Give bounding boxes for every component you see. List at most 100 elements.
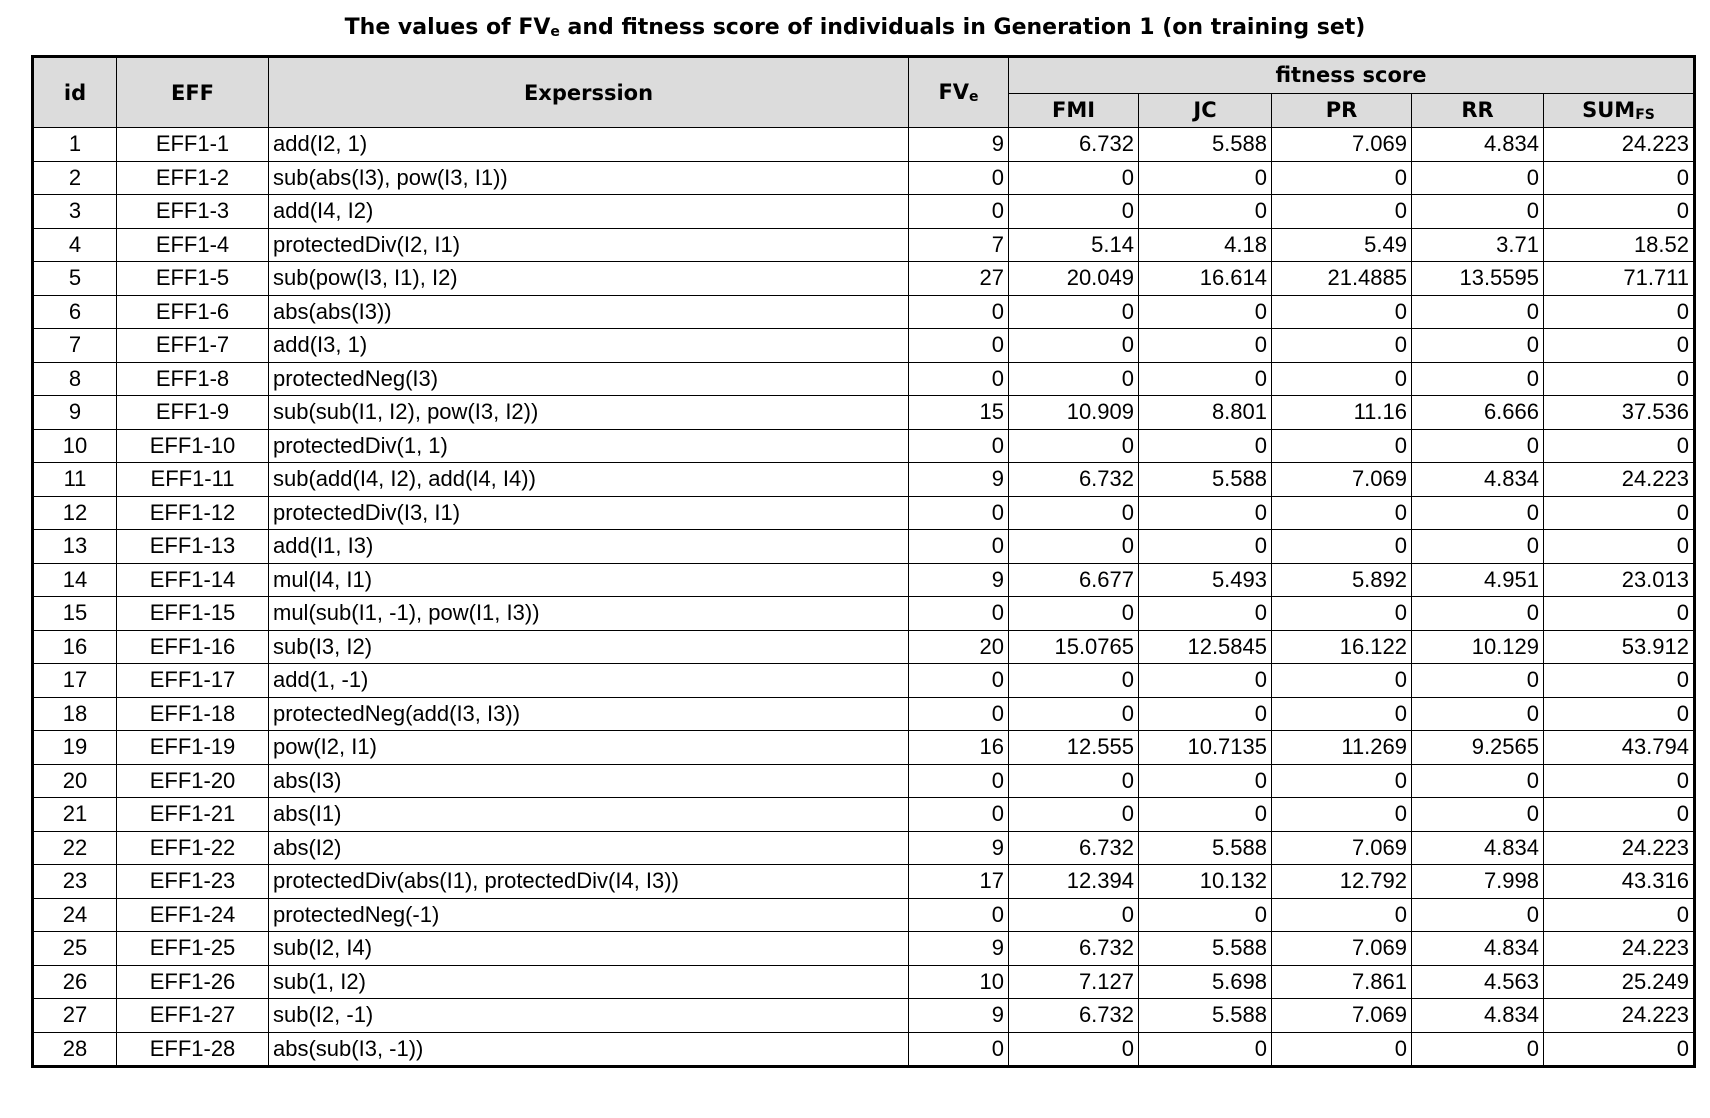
cell-sum-fs: 24.223 <box>1543 462 1695 497</box>
cell-sum-fs: 24.223 <box>1543 830 1695 865</box>
header-fitness-score: fitness score <box>1008 56 1695 94</box>
cell-expression: protectedNeg(-1) <box>268 897 909 932</box>
cell-id: 17 <box>32 663 117 698</box>
cell-fve: 9 <box>908 462 1009 497</box>
cell-fve: 0 <box>908 897 1009 932</box>
cell-rr: 9.2565 <box>1411 730 1544 765</box>
title-main-text: The values of FV <box>344 15 551 40</box>
cell-rr: 10.129 <box>1411 629 1544 664</box>
cell-sum-fs: 0 <box>1543 596 1695 631</box>
cell-expression: add(I4, I2) <box>268 194 909 229</box>
cell-fve: 0 <box>908 663 1009 698</box>
table-row: 19 EFF1-19 pow(I2, I1) 16 12.555 10.7135 11.26… <box>32 730 1695 765</box>
cell-id: 11 <box>32 462 117 497</box>
table-row: 1 EFF1-1 add(I2, 1) 9 6.732 5.588 7.069 4.834 24… <box>32 127 1695 162</box>
cell-jc: 5.588 <box>1138 462 1272 497</box>
table-row: 11 EFF1-11 sub(add(I4, I2), add(I4, I4)) 9 6… <box>32 462 1695 497</box>
cell-rr: 7.998 <box>1411 864 1544 899</box>
cell-jc: 5.588 <box>1138 127 1272 162</box>
cell-eff: EFF1-3 <box>116 194 269 229</box>
cell-id: 10 <box>32 428 117 463</box>
cell-jc: 10.7135 <box>1138 730 1272 765</box>
table-row: 18 EFF1-18 protectedNeg(add(I3, I3)) 0 0 0 0 0 0 <box>32 696 1695 731</box>
cell-id: 6 <box>32 294 117 329</box>
cell-expression: mul(sub(I1, -1), pow(I1, I3)) <box>268 596 909 631</box>
cell-rr: 0 <box>1411 797 1544 832</box>
table-row: 27 EFF1-27 sub(I2, -1) 9 6.732 5.588 7.069 4.83… <box>32 998 1695 1033</box>
cell-pr: 0 <box>1271 328 1412 363</box>
cell-eff: EFF1-8 <box>116 361 269 396</box>
cell-rr: 4.834 <box>1411 830 1544 865</box>
cell-expression: sub(I2, I4) <box>268 931 909 966</box>
header-fmi: FMI <box>1008 92 1139 128</box>
cell-fmi: 0 <box>1008 428 1139 463</box>
cell-id: 26 <box>32 964 117 999</box>
cell-id: 20 <box>32 763 117 798</box>
cell-jc: 10.132 <box>1138 864 1272 899</box>
cell-expression: add(I2, 1) <box>268 127 909 162</box>
cell-jc: 0 <box>1138 897 1272 932</box>
cell-jc: 0 <box>1138 663 1272 698</box>
cell-fve: 0 <box>908 194 1009 229</box>
cell-expression: sub(I2, -1) <box>268 998 909 1033</box>
cell-fmi: 0 <box>1008 696 1139 731</box>
header-rr: RR <box>1411 92 1544 128</box>
cell-rr: 0 <box>1411 328 1544 363</box>
cell-id: 7 <box>32 328 117 363</box>
cell-sum-fs: 0 <box>1543 194 1695 229</box>
cell-eff: EFF1-1 <box>116 127 269 162</box>
cell-sum-fs: 25.249 <box>1543 964 1695 999</box>
cell-expression: sub(1, I2) <box>268 964 909 999</box>
header-sum-fs: SUMFS <box>1543 92 1695 128</box>
cell-eff: EFF1-21 <box>116 797 269 832</box>
cell-fve: 0 <box>908 797 1009 832</box>
cell-pr: 7.069 <box>1271 127 1412 162</box>
cell-fmi: 6.732 <box>1008 830 1139 865</box>
cell-pr: 0 <box>1271 495 1412 530</box>
table-row: 6 EFF1-6 abs(abs(I3)) 0 0 0 0 0 0 <box>32 294 1695 329</box>
cell-expression: sub(I3, I2) <box>268 629 909 664</box>
cell-jc: 0 <box>1138 428 1272 463</box>
cell-eff: EFF1-20 <box>116 763 269 798</box>
cell-expression: pow(I2, I1) <box>268 730 909 765</box>
cell-sum-fs: 0 <box>1543 495 1695 530</box>
cell-fmi: 0 <box>1008 897 1139 932</box>
cell-fmi: 20.049 <box>1008 261 1139 296</box>
cell-eff: EFF1-2 <box>116 160 269 195</box>
table-row: 26 EFF1-26 sub(1, I2) 10 7.127 5.698 7.861 4.56… <box>32 964 1695 999</box>
cell-sum-fs: 0 <box>1543 763 1695 798</box>
cell-jc: 0 <box>1138 797 1272 832</box>
cell-expression: sub(pow(I3, I1), I2) <box>268 261 909 296</box>
cell-jc: 16.614 <box>1138 261 1272 296</box>
cell-expression: protectedDiv(I3, I1) <box>268 495 909 530</box>
cell-expression: add(I3, 1) <box>268 328 909 363</box>
cell-rr: 0 <box>1411 194 1544 229</box>
cell-id: 27 <box>32 998 117 1033</box>
cell-eff: EFF1-23 <box>116 864 269 899</box>
cell-sum-fs: 0 <box>1543 897 1695 932</box>
cell-eff: EFF1-5 <box>116 261 269 296</box>
cell-jc: 0 <box>1138 495 1272 530</box>
cell-sum-fs: 18.52 <box>1543 227 1695 262</box>
header-fve-text: FV <box>938 80 970 104</box>
cell-expression: abs(I1) <box>268 797 909 832</box>
cell-jc: 0 <box>1138 596 1272 631</box>
cell-pr: 5.892 <box>1271 562 1412 597</box>
cell-rr: 0 <box>1411 763 1544 798</box>
cell-fve: 27 <box>908 261 1009 296</box>
cell-fve: 0 <box>908 294 1009 329</box>
table-row: 3 EFF1-3 add(I4, I2) 0 0 0 0 0 0 <box>32 194 1695 229</box>
cell-pr: 7.069 <box>1271 998 1412 1033</box>
header-id: id <box>32 56 117 128</box>
cell-expression: abs(I3) <box>268 763 909 798</box>
cell-fve: 17 <box>908 864 1009 899</box>
cell-eff: EFF1-14 <box>116 562 269 597</box>
cell-id: 12 <box>32 495 117 530</box>
cell-fve: 0 <box>908 495 1009 530</box>
cell-id: 8 <box>32 361 117 396</box>
cell-fve: 0 <box>908 763 1009 798</box>
cell-sum-fs: 0 <box>1543 663 1695 698</box>
cell-fmi: 0 <box>1008 361 1139 396</box>
cell-fve: 0 <box>908 361 1009 396</box>
cell-id: 3 <box>32 194 117 229</box>
